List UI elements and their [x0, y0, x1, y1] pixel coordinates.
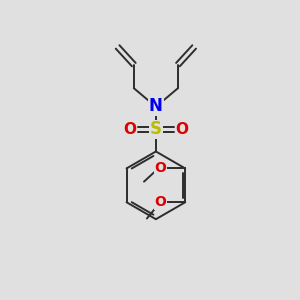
Text: S: S: [150, 120, 162, 138]
Text: N: N: [149, 97, 163, 115]
Text: O: O: [154, 195, 166, 209]
Text: O: O: [175, 122, 188, 137]
Text: O: O: [154, 161, 166, 176]
Text: O: O: [124, 122, 136, 137]
